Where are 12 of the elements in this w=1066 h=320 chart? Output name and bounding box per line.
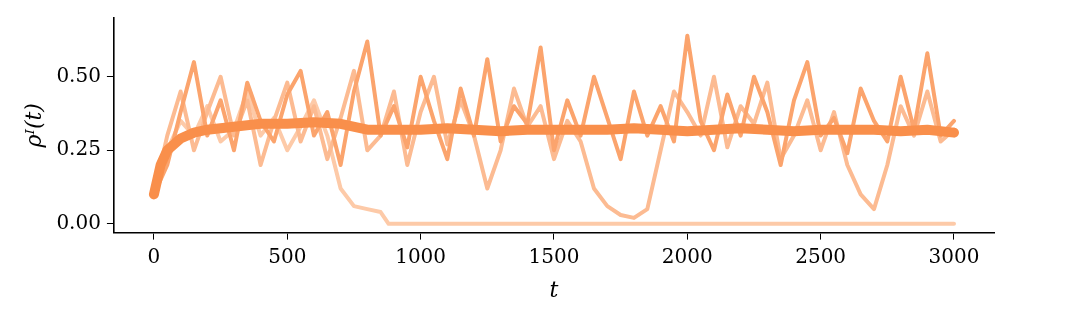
x-axis-title: t <box>549 276 559 302</box>
x-tick-label: 0 <box>147 243 161 268</box>
y-tick-label: 0.25 <box>56 136 101 161</box>
x-tick-label: 2500 <box>795 243 847 268</box>
x-tick-label: 3000 <box>928 243 980 268</box>
y-tick-label: 0.50 <box>56 63 101 87</box>
y-axis-title: ρᴵ(t) <box>20 103 46 149</box>
x-tick-label: 1500 <box>528 243 580 268</box>
x-tick-label: 2000 <box>661 243 713 268</box>
x-tick-label: 500 <box>268 243 307 268</box>
x-tick-label: 1000 <box>395 243 447 268</box>
y-tick-label: 0.00 <box>56 209 101 234</box>
